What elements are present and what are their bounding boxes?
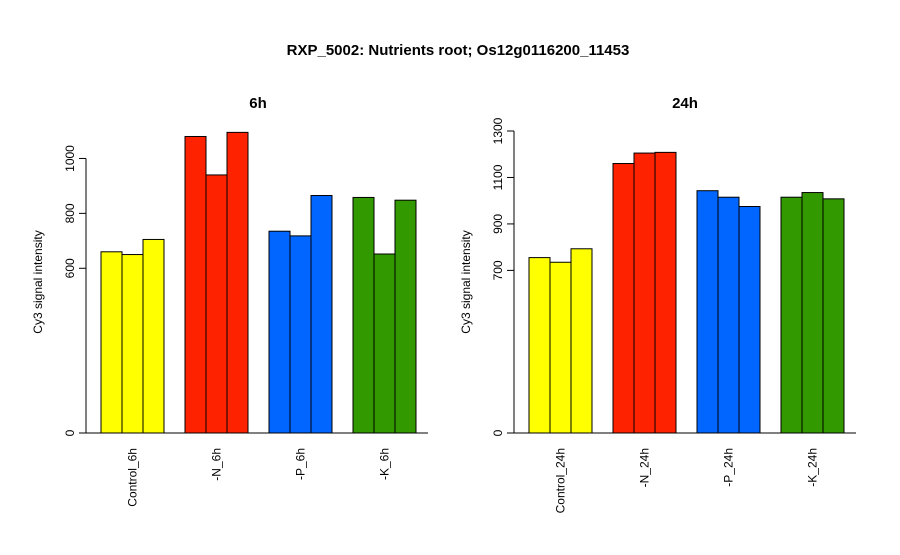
bar-p-6h-rep2 bbox=[289, 235, 312, 434]
y-tick-label: 800 bbox=[63, 203, 77, 223]
y-tick-label: 1300 bbox=[491, 117, 505, 144]
bar-k-6h-rep1 bbox=[352, 196, 375, 434]
figure-title: RXP_5002: Nutrients root; Os12g0116200_1… bbox=[287, 42, 630, 59]
bar-n-24h-rep1 bbox=[612, 163, 635, 434]
bar-control-6h-rep1 bbox=[100, 251, 123, 434]
bar-n-24h-rep3 bbox=[654, 151, 677, 434]
panel-title: 24h bbox=[672, 95, 698, 112]
x-tick-label: -N_6h bbox=[210, 448, 224, 481]
y-tick-label: 1100 bbox=[491, 164, 505, 190]
y-tick-label: 1000 bbox=[63, 145, 77, 172]
x-tick-label: -P_6h bbox=[294, 448, 308, 480]
x-axis: Control_24h -N_24h -P_24h -K_24h bbox=[514, 432, 856, 513]
x-axis: Control_6h -N_6h -P_6h -K_6h bbox=[86, 432, 428, 507]
y-axis: 0 600 800 1000 bbox=[63, 145, 87, 436]
bar-control-6h-rep2 bbox=[121, 254, 144, 434]
bar-k-6h-rep3 bbox=[394, 199, 417, 434]
y-axis: 0 700 900 1100 1300 bbox=[491, 117, 515, 436]
bar-p-24h-rep1 bbox=[696, 190, 719, 434]
bars-group bbox=[100, 131, 417, 434]
bar-control-24h-rep2 bbox=[549, 261, 572, 434]
y-axis-label: Cy3 signal intensity bbox=[31, 230, 45, 333]
bar-p-6h-rep3 bbox=[310, 195, 333, 434]
bar-control-6h-rep3 bbox=[142, 238, 165, 434]
chart-panel-6h: 6h Cy3 signal intensity 0 600 800 1000 Cont… bbox=[31, 95, 428, 507]
x-tick-label: Control_6h bbox=[126, 448, 140, 507]
bar-k-6h-rep2 bbox=[373, 253, 396, 434]
y-tick-label: 0 bbox=[491, 429, 505, 436]
x-tick-label: -N_24h bbox=[638, 448, 652, 487]
y-tick-label: 700 bbox=[491, 260, 505, 280]
y-tick-label: 600 bbox=[63, 258, 77, 278]
panel-title: 6h bbox=[249, 95, 267, 112]
bar-n-24h-rep2 bbox=[633, 152, 656, 434]
bar-n-6h-rep3 bbox=[226, 131, 249, 434]
bar-p-24h-rep2 bbox=[717, 196, 740, 434]
y-axis-label: Cy3 signal intensity bbox=[459, 230, 473, 333]
bar-k-24h-rep1 bbox=[780, 196, 803, 434]
chart-panel-24h: 24h Cy3 signal intensity 0 700 900 1100 1300… bbox=[459, 95, 856, 513]
bar-p-24h-rep3 bbox=[738, 206, 761, 434]
bar-n-6h-rep2 bbox=[205, 174, 228, 434]
bar-p-6h-rep1 bbox=[268, 230, 291, 434]
x-tick-label: -K_24h bbox=[806, 448, 820, 487]
x-tick-label: -P_24h bbox=[722, 448, 736, 487]
bar-k-24h-rep3 bbox=[822, 198, 845, 434]
bar-n-6h-rep1 bbox=[184, 135, 207, 434]
y-tick-label: 0 bbox=[63, 429, 77, 436]
bars-group bbox=[528, 151, 845, 434]
x-tick-label: -K_6h bbox=[378, 448, 392, 480]
bar-control-24h-rep1 bbox=[528, 257, 551, 434]
bar-k-24h-rep2 bbox=[801, 192, 824, 434]
bar-control-24h-rep3 bbox=[570, 248, 593, 434]
x-tick-label: Control_24h bbox=[554, 448, 568, 513]
y-tick-label: 900 bbox=[491, 214, 505, 234]
